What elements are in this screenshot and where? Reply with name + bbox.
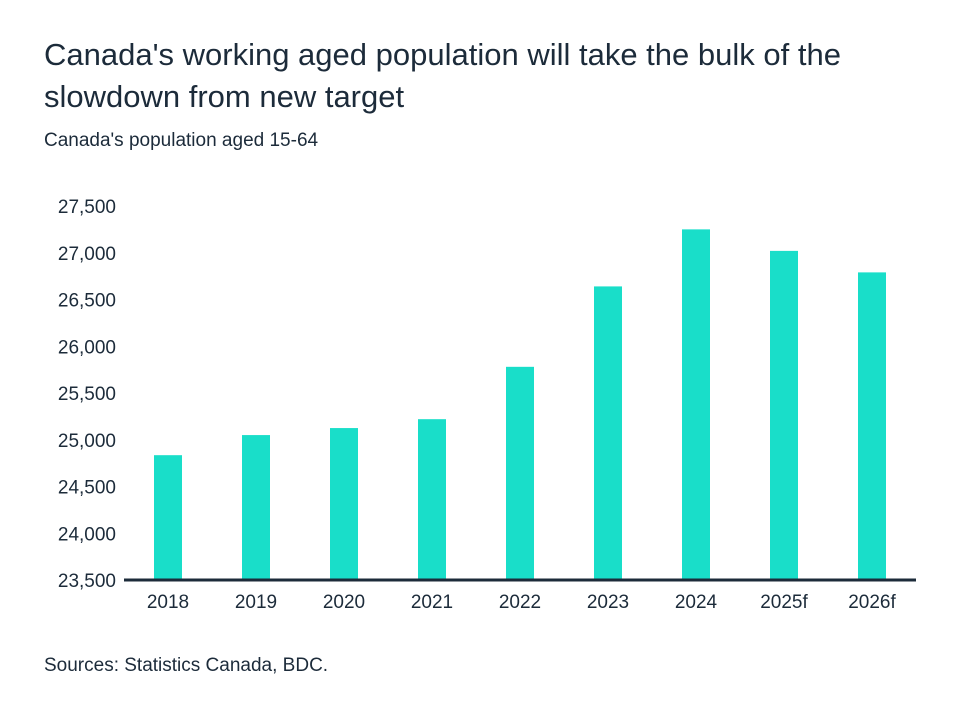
bar-2022 [506, 366, 534, 580]
y-tick-label: 24,000 [58, 524, 116, 545]
chart-title: Canada's working aged population will ta… [44, 37, 841, 114]
x-tick-label: 2023 [587, 592, 629, 613]
y-tick-label: 26,000 [58, 337, 116, 358]
y-tick-label: 26,500 [58, 291, 116, 312]
y-tick-label: 25,500 [58, 384, 116, 405]
x-tick-label: 2020 [323, 592, 365, 613]
x-tick-label: 2025f [760, 592, 808, 613]
bar-2018 [154, 455, 182, 580]
bar-2024 [682, 229, 710, 580]
y-tick-label: 23,500 [58, 571, 116, 592]
bar-2023 [594, 286, 622, 580]
y-tick-label: 27,000 [58, 244, 116, 265]
chart-source: Sources: Statistics Canada, BDC. [44, 655, 329, 676]
y-tick-label: 24,500 [58, 478, 116, 499]
bar-2021 [418, 419, 446, 580]
bar-2026f [858, 272, 886, 580]
bar-2020 [330, 428, 358, 580]
x-tick-label: 2021 [411, 592, 453, 613]
y-tick-label: 25,000 [58, 431, 116, 452]
x-tick-label: 2026f [848, 592, 896, 613]
bar-2019 [242, 435, 270, 580]
bar-2025f [770, 250, 798, 580]
x-tick-label: 2018 [147, 592, 189, 613]
chart-subtitle: Canada's population aged 15-64 [44, 130, 319, 151]
x-tick-label: 2022 [499, 592, 541, 613]
x-tick-label: 2024 [675, 592, 718, 613]
x-tick-label: 2019 [235, 592, 277, 613]
y-tick-label: 27,500 [58, 197, 116, 218]
